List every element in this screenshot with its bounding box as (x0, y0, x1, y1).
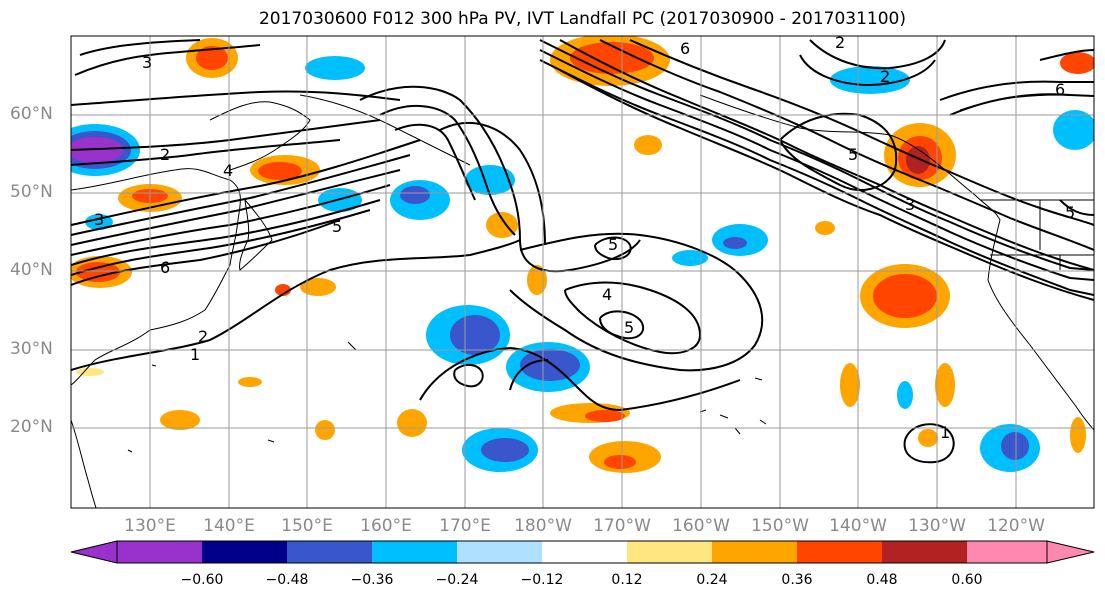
contour-label: 2 (835, 33, 845, 52)
lon-label: 130°W (908, 516, 966, 536)
lat-label: 20°N (10, 417, 53, 437)
contour-label: 6 (160, 258, 170, 277)
colorbar-tick-label: −0.48 (265, 572, 309, 588)
contour-label: 5 (332, 217, 342, 236)
colorbar-cell (117, 541, 202, 563)
colorbar-tick-label: −0.12 (520, 572, 564, 588)
lat-label: 60°N (10, 104, 53, 124)
colorbar-cell (202, 541, 287, 563)
colorbar (70, 540, 1095, 564)
lon-label: 140°W (829, 516, 887, 536)
contour-label: 2 (160, 145, 170, 164)
colorbar-tick-label: 0.36 (781, 572, 813, 588)
colorbar-cell (457, 541, 542, 563)
colorbar-cell (542, 541, 627, 563)
contour-label: 5 (848, 145, 858, 164)
lon-label: 180°W (514, 516, 572, 536)
colorbar-cell (372, 541, 457, 563)
contour-label: 1 (940, 423, 950, 442)
lon-label: 150°E (281, 516, 333, 536)
lon-label: 140°E (203, 516, 255, 536)
graticule (71, 36, 1094, 508)
lat-label: 40°N (10, 260, 53, 280)
colorbar-arrow-right (1046, 540, 1095, 564)
lon-label: 130°E (124, 516, 176, 536)
lat-label: 30°N (10, 339, 53, 359)
colorbar-cell (797, 541, 882, 563)
colorbar-arrow-left (70, 540, 118, 564)
contour-label: 1 (190, 345, 200, 364)
map-title: 2017030600 F012 300 hPa PV, IVT Landfall… (258, 9, 906, 29)
lon-label: 170°W (593, 516, 651, 536)
contour-label: 4 (223, 161, 233, 180)
contour-label: 3 (905, 195, 915, 214)
colorbar-tick-label: 0.12 (611, 572, 643, 588)
colorbar-cell (627, 541, 712, 563)
contour-label: 3 (94, 210, 104, 229)
contour-label: 3 (142, 53, 152, 72)
lon-label: 160°E (360, 516, 412, 536)
lon-label: 150°W (751, 516, 809, 536)
contour-labels: 2 3 4 5 6 1 2 3 5 4 5 6 2 3 5 6 5 1 2 (94, 33, 1075, 442)
colorbar-tick-label: 0.60 (951, 572, 983, 588)
colorbar-cell (967, 541, 1047, 563)
pv-contours (71, 39, 1094, 464)
contour-label: 5 (1065, 203, 1075, 222)
lat-label: 50°N (10, 182, 53, 202)
lon-label: 170°E (439, 516, 491, 536)
contour-label: 2 (198, 327, 208, 346)
contour-label: 6 (680, 39, 690, 58)
map-border (70, 35, 1095, 509)
contour-label: 6 (1055, 80, 1065, 99)
colorbar-cell (287, 541, 372, 563)
contour-label: 2 (880, 67, 890, 86)
colorbar-cell (882, 541, 967, 563)
colorbar-border (116, 540, 1048, 564)
lon-label: 120°W (987, 516, 1045, 536)
colorbar-tick-label: 0.24 (696, 572, 728, 588)
colorbar-tick-label: −0.60 (180, 572, 224, 588)
colorbar-cell (712, 541, 797, 563)
contour-label: 5 (624, 318, 634, 337)
lon-label: 160°W (672, 516, 730, 536)
colorbar-tick-label: −0.36 (350, 572, 394, 588)
colorbar-tick-label: 0.48 (866, 572, 898, 588)
contour-label: 5 (608, 235, 618, 254)
colorbar-tick-label: −0.24 (435, 572, 479, 588)
contour-label: 4 (602, 285, 612, 304)
